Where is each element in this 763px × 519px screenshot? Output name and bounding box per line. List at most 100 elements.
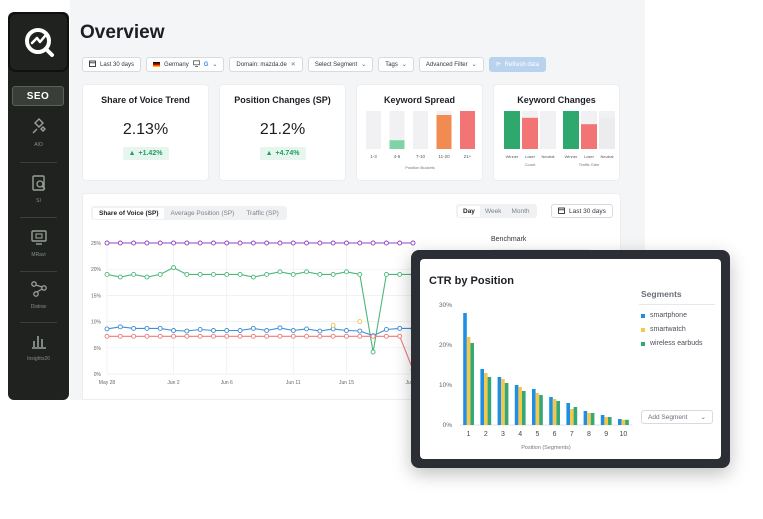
period-toggle: Day Week Month — [456, 204, 537, 218]
add-segment-button[interactable]: Add Segment ⌄ — [641, 410, 713, 424]
spread-bar-label: 21+ — [464, 154, 472, 159]
bar-smartwatch — [518, 387, 522, 425]
legend-label: smartwatch — [650, 326, 686, 333]
change-bar-label: Neutral — [601, 154, 614, 159]
series-point — [250, 333, 256, 339]
x-tick-label: 2 — [484, 431, 488, 438]
google-icon: G — [203, 61, 209, 68]
y-tick-label: 10% — [91, 320, 102, 326]
share-of-voice-card[interactable]: Share of Voice Trend 2.13% ▲ +1.42% — [82, 84, 209, 181]
segments-title: Segments — [641, 289, 682, 299]
series-point — [224, 333, 230, 339]
change-bar-label: Winner — [565, 154, 578, 159]
y-tick-label: 25% — [91, 241, 102, 247]
series-point — [117, 333, 123, 339]
refresh-data-button[interactable]: ⟳ Refresh data — [488, 57, 547, 72]
legend-item-smartphone[interactable]: smartphone — [641, 312, 687, 319]
close-icon[interactable]: ✕ — [290, 62, 296, 68]
chart-date-picker[interactable]: Last 30 days — [551, 204, 613, 218]
legend-item-wireless-earbuds[interactable]: wireless earbuds — [641, 340, 703, 347]
series-point — [397, 271, 403, 277]
spread-caption: Position Buckets — [405, 165, 435, 170]
sidebar-divider — [20, 217, 57, 218]
change-bar — [504, 111, 520, 149]
series-point — [383, 240, 389, 246]
chevron-down-icon: ⌄ — [361, 62, 367, 68]
bar-smartwatch — [501, 379, 505, 425]
period-day[interactable]: Day — [458, 205, 480, 217]
period-week[interactable]: Week — [484, 207, 502, 215]
series-point — [117, 324, 123, 330]
spread-bar — [389, 140, 405, 149]
sidebar-item-label: SI — [36, 198, 41, 204]
series-line — [106, 326, 413, 337]
country-filter-label: Germany — [164, 61, 189, 68]
change-bar-label: Neutral — [542, 154, 555, 159]
series-point — [104, 326, 110, 332]
ctr-by-position-card: CTR by Position 30% 20% 10% 0% 1 2 3 4 5 6 7 8 9 10 Po… — [420, 259, 721, 459]
series-point — [290, 328, 296, 333]
series-point — [357, 333, 363, 339]
domain-filter[interactable]: Domain: mazda.de ✕ — [229, 57, 303, 72]
series-point — [250, 240, 256, 246]
bar-wireless-earbuds — [487, 377, 492, 425]
app-logo[interactable] — [8, 12, 69, 72]
metric-tabs: Share of Voice (SP) Average Position (SP… — [91, 206, 287, 220]
series-point — [197, 333, 203, 339]
series-point — [277, 240, 283, 246]
keyword-spread-card[interactable]: Keyword Spread 1-3 4-6 7-10 11-20 21+ Positio… — [356, 84, 483, 181]
sidebar-item-label: Distrav — [30, 304, 47, 310]
legend-item-smartwatch[interactable]: smartwatch — [641, 326, 686, 333]
series-point — [197, 240, 203, 246]
segment-filter-label: Select Segment — [314, 61, 358, 68]
sidebar-item-mravi[interactable]: MRavi — [8, 226, 69, 258]
series-point — [383, 333, 389, 339]
sidebar-item-label: MRavi — [31, 252, 46, 258]
segment-filter[interactable]: Select Segment ⌄ — [307, 57, 374, 72]
logo-icon — [24, 28, 54, 57]
tab-traffic[interactable]: Traffic (SP) — [246, 209, 279, 217]
period-month[interactable]: Month — [511, 207, 530, 215]
series-point — [290, 240, 296, 246]
sidebar-item-aio[interactable]: AIO — [8, 116, 69, 148]
series-line — [107, 335, 414, 371]
series-point — [171, 240, 176, 246]
monitor-icon — [28, 226, 50, 248]
tab-share-of-voice[interactable]: Share of Voice (SP) — [93, 207, 165, 219]
spread-bar — [460, 111, 475, 149]
card-title: Position Changes (SP) — [234, 95, 331, 105]
page-title: Overview — [80, 22, 165, 43]
sidebar-divider — [20, 162, 57, 163]
bar-smartphone — [532, 389, 536, 425]
series-point — [210, 271, 216, 277]
advanced-filter[interactable]: Advanced Filter ⌄ — [418, 57, 484, 72]
keyword-changes-card[interactable]: Keyword Changes Winner Loser Neutral Count W… — [493, 84, 620, 181]
bar-smartphone — [566, 403, 570, 425]
series-point — [197, 271, 203, 277]
bar-smartwatch — [621, 419, 626, 425]
change-bar-label: Loser — [584, 154, 595, 159]
delta-value: +1.42% — [138, 150, 163, 157]
series-point — [250, 325, 256, 331]
country-filter[interactable]: Germany G ⌄ — [146, 57, 225, 72]
series-point — [397, 333, 403, 339]
sidebar-item-insights[interactable]: Insights26 — [8, 330, 69, 362]
series-point — [330, 333, 336, 339]
tab-average-position[interactable]: Average Position (SP) — [170, 209, 235, 217]
series-line — [106, 266, 413, 353]
bar-wireless-earbuds — [556, 401, 560, 425]
x-tick-label: Jun 11 — [286, 380, 301, 386]
series-point — [131, 333, 137, 339]
series-point — [224, 240, 230, 246]
series-point — [104, 333, 110, 339]
tags-filter[interactable]: Tags ⌄ — [378, 57, 414, 72]
change-bar-bg — [540, 111, 556, 149]
sidebar-item-si[interactable]: SI — [8, 172, 69, 204]
position-changes-card[interactable]: Position Changes (SP) 21.2% ▲ +4.74% — [219, 84, 346, 181]
bar-wireless-earbuds — [573, 407, 578, 425]
bar-smartphone — [480, 369, 484, 425]
x-tick-label: Jun 2 — [167, 380, 179, 386]
sidebar-item-seo[interactable]: SEO — [12, 86, 64, 106]
date-filter[interactable]: Last 30 days — [82, 57, 142, 72]
sidebar-item-distrav[interactable]: Distrav — [8, 278, 69, 310]
